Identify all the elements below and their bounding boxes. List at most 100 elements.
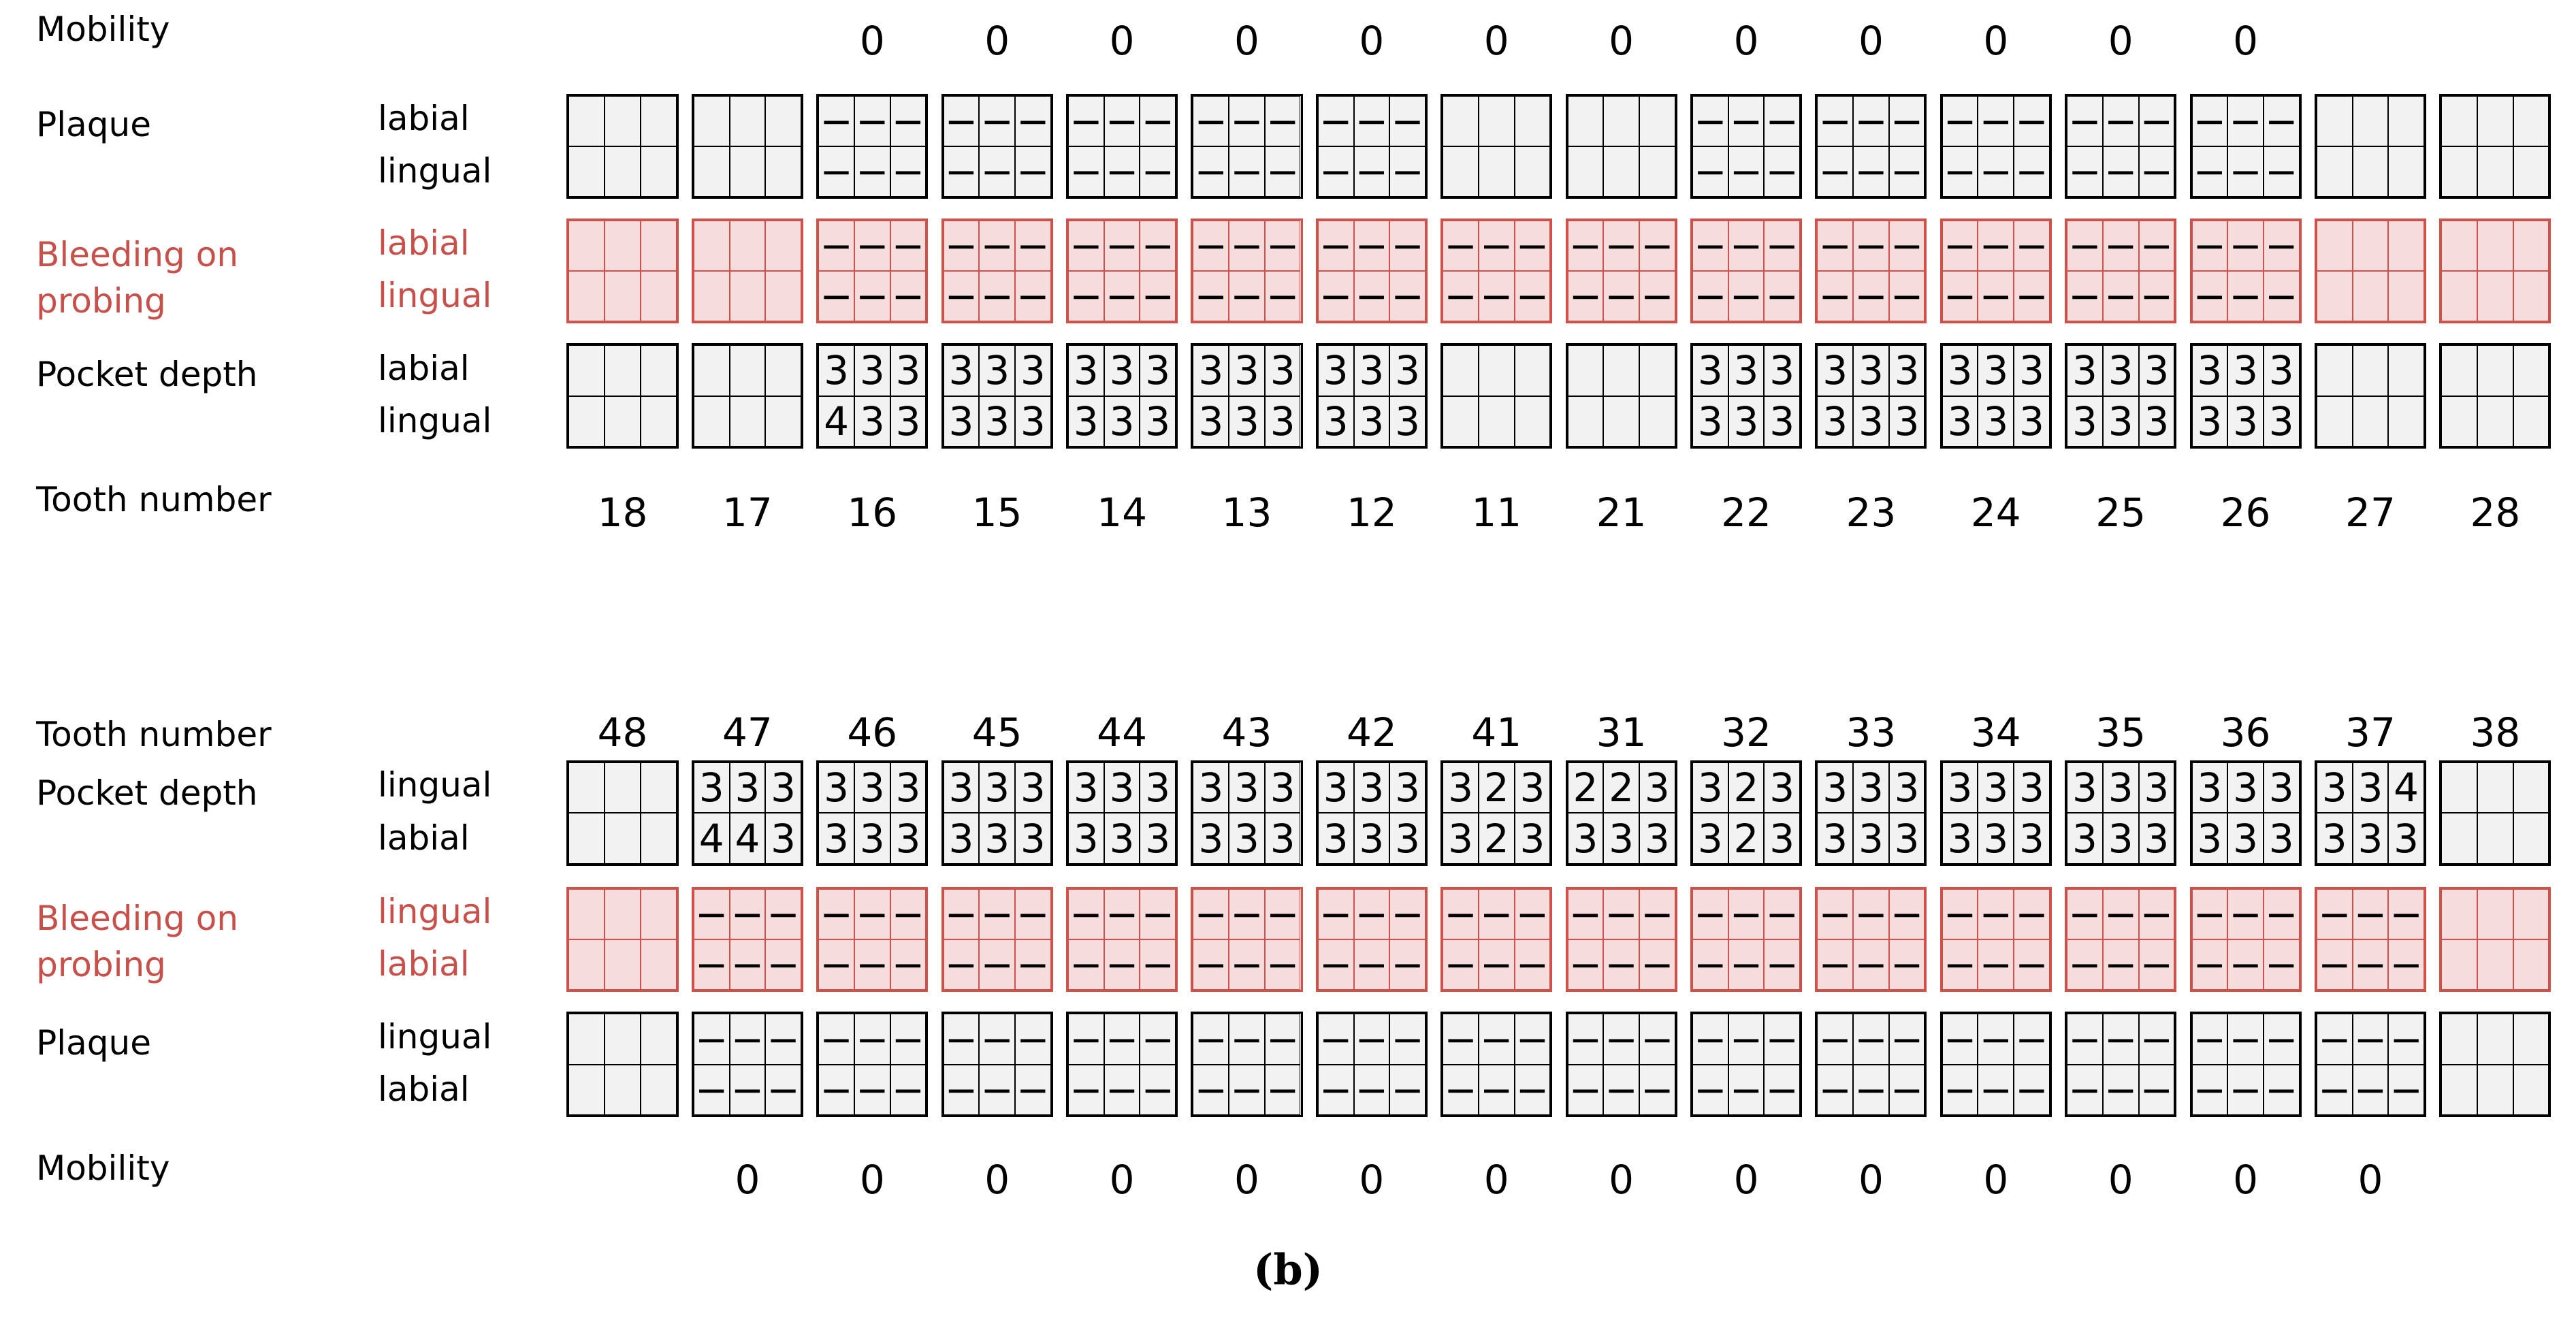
plaque-box: − − − − − − bbox=[1939, 1012, 2052, 1117]
plaque-box bbox=[2439, 1012, 2551, 1117]
pocket-cell bbox=[2441, 396, 2477, 447]
pocket-cell bbox=[2513, 396, 2549, 447]
tooth-number: 31 bbox=[1596, 709, 1647, 756]
plaque-cell: − bbox=[1229, 95, 1265, 146]
pocket-cell bbox=[729, 345, 766, 396]
bleeding-box: − − − − − − bbox=[1939, 887, 2052, 993]
plaque-cell bbox=[729, 95, 766, 146]
plaque-cell: − bbox=[2316, 1014, 2353, 1065]
pocket-cell: 3 bbox=[854, 396, 890, 447]
side-label: labial bbox=[377, 348, 470, 388]
bleeding-cell: − bbox=[1728, 889, 1765, 940]
bleeding-cell: − bbox=[693, 889, 730, 940]
plaque-box bbox=[566, 1012, 679, 1117]
bleeding-cell bbox=[765, 271, 801, 322]
bleeding-cell: − bbox=[1068, 220, 1104, 272]
plaque-cell: − bbox=[2227, 146, 2264, 197]
side-label: lingual bbox=[377, 276, 492, 316]
bleeding-cell: − bbox=[1514, 271, 1551, 322]
bleeding-box bbox=[566, 218, 679, 324]
side-label: lingual bbox=[377, 1016, 492, 1057]
bleeding-cell: − bbox=[1264, 271, 1301, 322]
pocket-cell: 3 bbox=[1692, 396, 1728, 447]
bleeding-cell: − bbox=[979, 271, 1016, 322]
pocket-cell: 3 bbox=[2067, 762, 2103, 813]
bleeding-cell: − bbox=[1853, 889, 1889, 940]
plaque-box: − − − − − − bbox=[1191, 1012, 1303, 1117]
bleeding-cell: − bbox=[1567, 939, 1604, 990]
plaque-cell: − bbox=[818, 1014, 854, 1065]
bleeding-cell: − bbox=[1229, 271, 1265, 322]
plaque-cell: − bbox=[2191, 1064, 2228, 1115]
plaque-box: − − − − − − bbox=[1815, 93, 1927, 199]
bleeding-box: − − − − − − bbox=[1315, 218, 1428, 324]
plaque-cell: − bbox=[979, 95, 1016, 146]
plaque-cell: − bbox=[2388, 1064, 2424, 1115]
plaque-cell bbox=[568, 1064, 605, 1115]
bleeding-cell: − bbox=[2138, 939, 2175, 990]
pocket-cell: 3 bbox=[1353, 762, 1390, 813]
plaque-cell: − bbox=[1853, 1064, 1889, 1115]
pocket-cell bbox=[693, 396, 730, 447]
plaque-cell: − bbox=[1317, 1064, 1354, 1115]
plaque-cell: − bbox=[1389, 146, 1426, 197]
bleeding-cell bbox=[2352, 271, 2389, 322]
bleeding-cell: − bbox=[1764, 939, 1801, 990]
pocket-cell: 3 bbox=[1229, 396, 1265, 447]
plaque-cell bbox=[1443, 146, 1479, 197]
bleeding-cell: − bbox=[729, 939, 766, 990]
plaque-cell: − bbox=[818, 95, 854, 146]
bleeding-cell: − bbox=[1015, 220, 1051, 272]
mobility-value: 0 bbox=[1109, 1156, 1135, 1203]
bleeding-box: − − − − − − bbox=[1815, 887, 1927, 993]
plaque-cell bbox=[640, 95, 677, 146]
pocket-cell: 3 bbox=[1140, 813, 1176, 864]
pocket-cell: 3 bbox=[1514, 762, 1551, 813]
plaque-cell bbox=[729, 146, 766, 197]
pocket-cell: 3 bbox=[1317, 345, 1354, 396]
bleeding-cell: − bbox=[2014, 939, 2050, 990]
pocket-cell: 3 bbox=[2352, 813, 2389, 864]
side-label: lingual bbox=[377, 150, 492, 191]
pocket-cell: 3 bbox=[1817, 762, 1854, 813]
plaque-box bbox=[691, 93, 803, 199]
mobility-value: 0 bbox=[1483, 1156, 1509, 1203]
tooth-number: 12 bbox=[1346, 489, 1397, 536]
pocket-cell bbox=[765, 396, 801, 447]
pocket-cell bbox=[568, 762, 605, 813]
bleeding-cell: − bbox=[2138, 220, 2175, 272]
plaque-cell: − bbox=[890, 1064, 927, 1115]
plaque-cell: − bbox=[1764, 146, 1801, 197]
bleeding-cell: − bbox=[1140, 939, 1176, 990]
row-label: Tooth number bbox=[36, 714, 272, 754]
plaque-cell: − bbox=[1478, 1014, 1515, 1065]
tooth-number: 23 bbox=[1846, 489, 1897, 536]
pocket-cell bbox=[640, 345, 677, 396]
plaque-cell: − bbox=[2138, 1014, 2175, 1065]
tooth-number: 25 bbox=[2095, 489, 2146, 536]
plaque-cell: − bbox=[1817, 1064, 1854, 1115]
plaque-cell: − bbox=[890, 146, 927, 197]
bleeding-cell bbox=[2513, 939, 2549, 990]
bleeding-cell bbox=[605, 220, 641, 272]
bleeding-cell: − bbox=[2138, 889, 2175, 940]
pocket-cell: 3 bbox=[1942, 396, 1978, 447]
pocket-cell: 3 bbox=[1692, 813, 1728, 864]
pocket-cell: 3 bbox=[2191, 396, 2228, 447]
plaque-cell: − bbox=[2138, 95, 2175, 146]
pocket-cell: 3 bbox=[2138, 345, 2175, 396]
pocket-cell: 3 bbox=[2263, 345, 2300, 396]
plaque-cell: − bbox=[729, 1064, 766, 1115]
plaque-cell bbox=[1639, 146, 1675, 197]
mobility-value: 0 bbox=[2233, 1156, 2259, 1203]
plaque-box: − − − − − − bbox=[1939, 93, 2052, 199]
pocket-cell bbox=[605, 345, 641, 396]
bleeding-cell: − bbox=[1317, 939, 1354, 990]
pocket-cell: 3 bbox=[1015, 396, 1051, 447]
bleeding-cell: − bbox=[2352, 939, 2389, 990]
